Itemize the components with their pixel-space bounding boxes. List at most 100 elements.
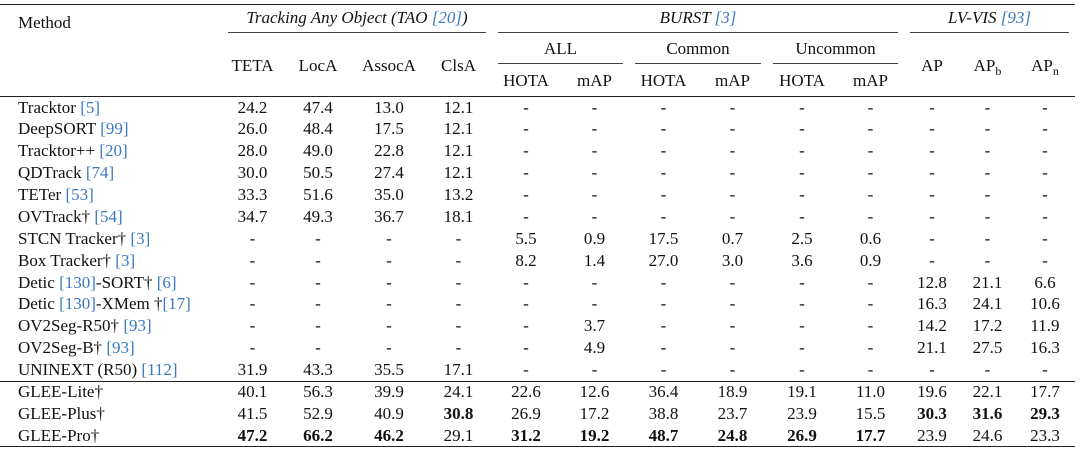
value-cell: - bbox=[386, 250, 392, 270]
column-header: ClsA bbox=[425, 37, 492, 97]
value-cell: 43.3 bbox=[303, 359, 333, 379]
table-row: Tracktor++ [20] 28.0 49.0 22.8 12.1 - - - - - - - - - bbox=[0, 140, 1075, 162]
value-cell: - bbox=[729, 359, 736, 379]
column-header: mAP bbox=[698, 67, 767, 97]
value-cell: 0.9 bbox=[859, 250, 882, 270]
method-cell: Box Tracker† [3] bbox=[0, 250, 222, 272]
value-cell: - bbox=[984, 250, 991, 270]
value-cell: 16.3 bbox=[1030, 338, 1060, 358]
value-cell: 28.0 bbox=[237, 141, 268, 161]
table-row: Box Tracker† [3] - - - - 8.2 1.4 27.0 3.0 3.6 0.9 -… bbox=[0, 250, 1075, 272]
value-cell: - bbox=[523, 141, 529, 161]
value-cell: 14.2 bbox=[917, 316, 947, 336]
value-cell: - bbox=[523, 359, 529, 379]
value-cell: - bbox=[591, 359, 598, 379]
value-cell: - bbox=[523, 185, 529, 204]
subgroup-title: ALL bbox=[498, 39, 623, 64]
value-cell: - bbox=[867, 272, 874, 292]
value-cell: - bbox=[249, 294, 256, 314]
value-cell: - bbox=[929, 141, 935, 161]
value-cell: - bbox=[1042, 119, 1048, 139]
value-cell: - bbox=[249, 338, 256, 358]
label-text: UNINEXT (R50) bbox=[18, 359, 142, 379]
value-cell: 49.3 bbox=[303, 206, 333, 226]
results-table: Method Tracking Any Object (TAO [20]) BURS… bbox=[0, 4, 1075, 448]
value-cell: - bbox=[1042, 250, 1048, 270]
value-cell: - bbox=[455, 294, 462, 314]
value-cell: 0.6 bbox=[859, 228, 882, 248]
label-text: GLEE-Lite† bbox=[18, 382, 103, 402]
value-cell: - bbox=[386, 294, 392, 314]
method-cell: GLEE-Plus† bbox=[0, 403, 222, 425]
value-cell: - bbox=[929, 250, 935, 270]
value-cell: - bbox=[591, 163, 598, 183]
value-cell: 21.1 bbox=[917, 338, 947, 358]
subgroup-header: Uncommon bbox=[767, 37, 904, 67]
value-cell: 29.1 bbox=[425, 424, 492, 448]
value-cell: - bbox=[984, 359, 991, 379]
citation: [99] bbox=[100, 119, 129, 139]
value-cell: 12.1 bbox=[425, 96, 492, 119]
value-cell: - bbox=[729, 272, 736, 292]
value-cell: - bbox=[767, 96, 837, 119]
value-cell: 31.9 bbox=[237, 359, 268, 379]
method-header: Method bbox=[0, 4, 222, 97]
group-rule: BURST [3] bbox=[498, 8, 898, 34]
value-cell: 33.3 bbox=[237, 185, 268, 204]
value-cell: - bbox=[867, 206, 874, 226]
label-text: Detic bbox=[18, 272, 60, 292]
value-cell: 18.1 bbox=[443, 206, 474, 226]
column-header: AssocA bbox=[353, 37, 425, 97]
column-header: TETA bbox=[222, 37, 283, 97]
table-row: Detic [130]-SORT† [6] - - - - - - - - - - 12.8 21.1 6… bbox=[0, 272, 1075, 294]
value-cell: - bbox=[867, 359, 874, 379]
citation: [130] bbox=[59, 294, 96, 314]
value-cell: - bbox=[984, 163, 991, 183]
value-cell: 47.2 bbox=[222, 424, 283, 448]
value-cell: 17.1 bbox=[443, 359, 474, 379]
value-cell: - bbox=[729, 141, 736, 161]
value-cell: 26.9 bbox=[767, 424, 837, 448]
group-header: LV-VIS [93] bbox=[904, 4, 1075, 37]
column-label: mAP bbox=[853, 71, 888, 91]
value-cell: - bbox=[591, 294, 598, 314]
value-cell: - bbox=[660, 272, 667, 292]
value-cell: 19.1 bbox=[767, 380, 837, 403]
value-cell: - bbox=[523, 294, 529, 314]
value-cell: 17.2 bbox=[579, 403, 610, 423]
value-cell: - bbox=[315, 338, 321, 358]
value-cell: 19.2 bbox=[560, 424, 629, 448]
value-cell: - bbox=[837, 96, 904, 119]
value-cell: - bbox=[929, 185, 935, 204]
label-text: BURST bbox=[659, 8, 715, 28]
citation: [6] bbox=[156, 272, 177, 292]
value-cell: - bbox=[315, 228, 321, 248]
value-cell: 36.4 bbox=[629, 380, 698, 403]
value-cell: - bbox=[455, 250, 462, 270]
value-cell: - bbox=[455, 338, 462, 358]
label-text: Tracktor++ bbox=[18, 141, 100, 161]
label-text: STCN Tracker† bbox=[18, 228, 131, 248]
value-cell: - bbox=[660, 119, 667, 139]
subgroup-title: Common bbox=[635, 39, 761, 64]
value-cell: 35.5 bbox=[374, 359, 404, 379]
value-cell: 17.5 bbox=[648, 228, 679, 248]
value-cell: 56.3 bbox=[283, 380, 353, 403]
citation: [20] bbox=[99, 141, 128, 161]
value-cell: 22.1 bbox=[960, 380, 1015, 403]
column-label: mAP bbox=[715, 71, 750, 91]
value-cell: - bbox=[1042, 163, 1048, 183]
header-row: TETA LocA AssocA ClsA ALL Common Uncommon AP APb… bbox=[0, 37, 1075, 77]
table-row: TETer [53] 33.3 51.6 35.0 13.2 - - - - - - - - - bbox=[0, 184, 1075, 206]
column-label: AP bbox=[921, 56, 943, 76]
value-cell: - bbox=[799, 316, 805, 336]
label-text: OVTrack† bbox=[18, 206, 95, 226]
citation: [17] bbox=[162, 294, 191, 314]
table-row: UNINEXT (R50) [112] 31.9 43.3 35.5 17.1 - - - - -… bbox=[0, 359, 1075, 381]
value-cell: 10.6 bbox=[1030, 294, 1060, 314]
method-cell: Detic [130]-XMem †[17] bbox=[0, 294, 222, 316]
value-cell: 35.0 bbox=[374, 185, 404, 204]
value-cell: 48.7 bbox=[629, 424, 698, 448]
value-cell: 24.2 bbox=[222, 96, 283, 119]
